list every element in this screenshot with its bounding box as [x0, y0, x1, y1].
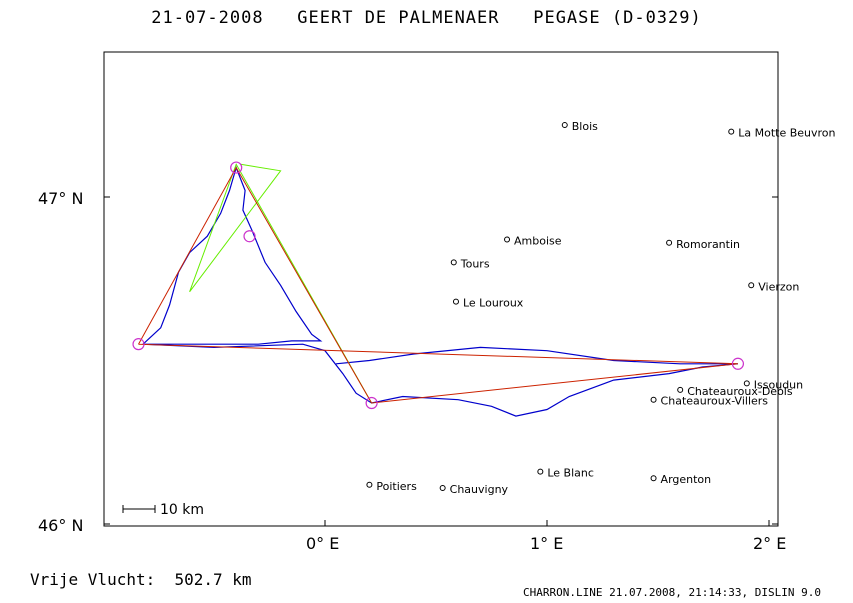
- town-marker: [748, 282, 755, 289]
- town-marker: [561, 122, 568, 129]
- town-marker: [743, 380, 750, 387]
- lat-label-46: 46° N: [38, 516, 83, 535]
- town-marker: [452, 298, 459, 305]
- flight-track: [142, 165, 738, 417]
- town-label: Argenton: [661, 473, 712, 486]
- map-frame: [103, 51, 779, 527]
- town-marker: [537, 468, 544, 475]
- lon-label-0: 0° E: [306, 534, 339, 553]
- lon-label-2: 2° E: [753, 534, 786, 553]
- town-marker: [366, 481, 373, 488]
- alternate-task-line: [189, 163, 373, 404]
- turnpoint-circle: [731, 357, 745, 370]
- software-credit: CHARRON.LINE 21.07.2008, 21:14:33, DISLI…: [522, 586, 821, 599]
- turnpoint-circle: [230, 161, 243, 174]
- town-marker: [650, 475, 657, 482]
- page-title: 21-07-2008 GEERT DE PALMENAER PEGASE (D-…: [151, 8, 702, 28]
- town-label: La Motte Beuvron: [738, 127, 835, 140]
- town-label: Romorantin: [676, 238, 740, 251]
- town-markers: Blois La Motte Beuvron Amboise Romorantin To…: [366, 120, 836, 496]
- axis-ticks: [104, 196, 778, 526]
- town-marker: [666, 239, 673, 246]
- scale-label: 10 km: [160, 502, 204, 518]
- town-marker: [504, 236, 511, 243]
- town-label: Vierzon: [758, 280, 799, 293]
- free-flight-distance: Vrije Vlucht: 502.7 km: [30, 570, 252, 589]
- town-marker: [677, 386, 684, 393]
- scale-bar: 10 km: [122, 502, 204, 518]
- town-label: Amboise: [514, 235, 562, 248]
- town-marker: [439, 485, 446, 492]
- town-marker: [650, 396, 657, 403]
- town-label: Le Louroux: [463, 297, 524, 310]
- town-label: Chateauroux-Villers: [661, 395, 769, 408]
- turnpoint-circles: [132, 161, 745, 410]
- town-label: Issoudun: [754, 378, 803, 391]
- turnpoint-circle: [132, 338, 145, 351]
- town-label: Poitiers: [376, 480, 417, 493]
- turnpoint-circle: [365, 396, 378, 410]
- town-marker: [450, 259, 457, 266]
- town-marker: [728, 128, 735, 135]
- declared-task-line: [138, 166, 738, 404]
- town-label: Chateauroux-Deols: [687, 385, 793, 398]
- lon-label-1: 1° E: [530, 534, 563, 553]
- town-label: Le Blanc: [547, 467, 594, 480]
- turnpoint-circle: [243, 230, 256, 243]
- lat-label-47: 47° N: [38, 189, 83, 208]
- town-label: Blois: [572, 120, 598, 133]
- town-label: Chauvigny: [450, 483, 509, 496]
- town-label: Tours: [460, 257, 490, 270]
